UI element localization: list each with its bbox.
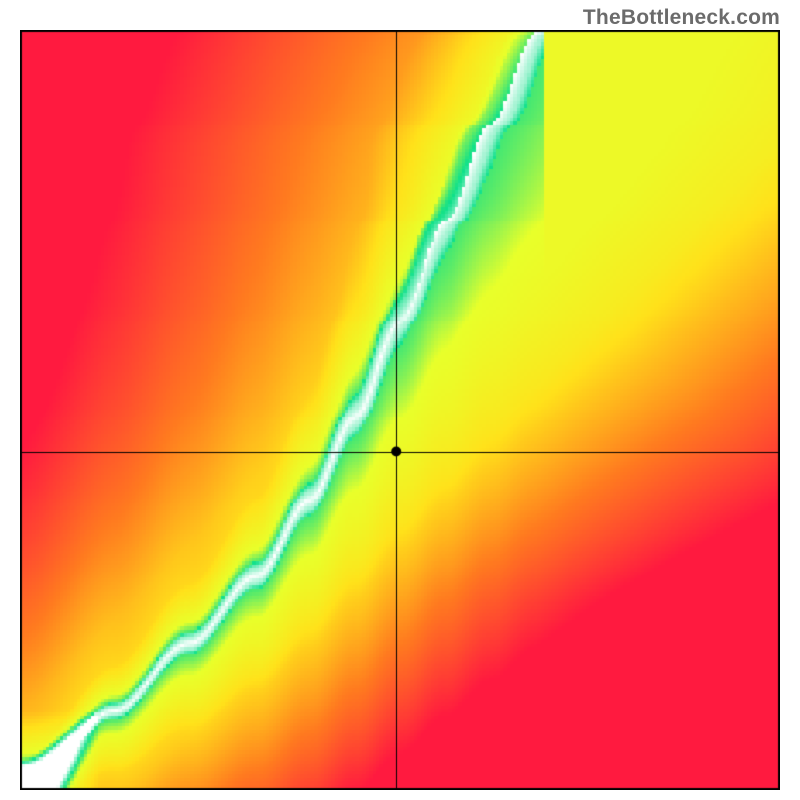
chart-container: TheBottleneck.com (0, 0, 800, 800)
heatmap-canvas (20, 30, 780, 790)
watermark-text: TheBottleneck.com (583, 6, 780, 30)
